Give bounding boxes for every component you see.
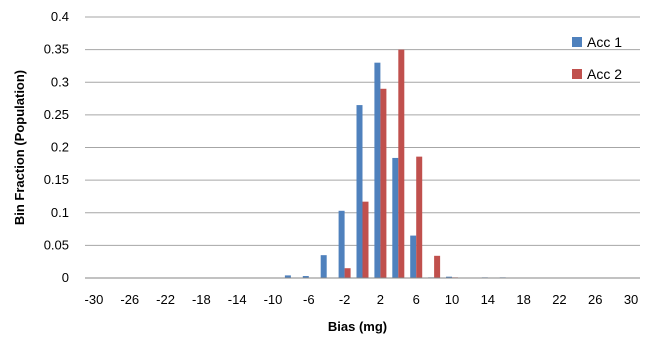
x-axis-title: Bias (mg) — [328, 319, 387, 334]
bar-acc-1 — [374, 62, 381, 278]
bar-acc-2 — [398, 49, 405, 278]
bar-acc-2 — [380, 88, 387, 279]
x-tick-label: -6 — [303, 292, 315, 307]
legend-label-acc-1: Acc 1 — [587, 34, 622, 50]
legend-label-acc-2: Acc 2 — [587, 66, 622, 82]
y-tick-label: 0.25 — [44, 107, 69, 122]
bar-acc-2 — [344, 268, 351, 278]
bar-acc-1 — [392, 157, 399, 278]
bar-acc-1 — [302, 276, 309, 278]
bar-acc-1 — [356, 105, 363, 279]
x-tick-label: -2 — [339, 292, 351, 307]
y-tick-label: 0.15 — [44, 172, 69, 187]
bar-acc-1 — [410, 235, 417, 278]
y-axis-title: Bin Fraction (Population) — [12, 70, 27, 225]
y-tick-label: 0.1 — [51, 205, 69, 220]
y-tick-labels: 0 0.05 0.1 0.15 0.2 0.25 0.3 0.35 0.4 — [44, 9, 69, 285]
y-tick-label: 0.4 — [51, 9, 69, 24]
x-tick-labels: -30 -26 -22 -18 -14 -10 -6 -2 2 6 10 14 18 22 26 30 — [85, 292, 639, 307]
bar-acc-1 — [320, 255, 327, 278]
bar-acc-1 — [446, 276, 453, 278]
x-tick-label: -18 — [192, 292, 211, 307]
x-tick-label: 26 — [588, 292, 602, 307]
y-tick-label: 0 — [62, 270, 69, 285]
x-tick-label: 2 — [377, 292, 384, 307]
x-tick-label: -14 — [228, 292, 247, 307]
y-tick-label: 0.3 — [51, 74, 69, 89]
bar-acc-2 — [362, 201, 369, 278]
x-tick-label: 18 — [516, 292, 530, 307]
bar-acc-2 — [434, 255, 441, 278]
x-tick-label: 10 — [445, 292, 459, 307]
bars — [284, 49, 506, 279]
y-tick-label: 0.2 — [51, 140, 69, 155]
y-tick-label: 0.35 — [44, 42, 69, 57]
bar-acc-1 — [338, 210, 345, 278]
x-tick-label: -26 — [120, 292, 139, 307]
x-tick-label: -10 — [264, 292, 283, 307]
x-tick-label: -30 — [85, 292, 104, 307]
legend-swatch-acc-2 — [572, 69, 582, 79]
x-tick-label: 22 — [552, 292, 566, 307]
x-tick-label: -22 — [156, 292, 175, 307]
x-tick-label: 30 — [624, 292, 638, 307]
legend-swatch-acc-1 — [572, 37, 582, 47]
y-tick-label: 0.05 — [44, 237, 69, 252]
legend: Acc 1 Acc 2 — [572, 34, 622, 82]
bar-acc-1 — [284, 275, 291, 278]
x-tick-label: 6 — [413, 292, 420, 307]
x-tick-label: 14 — [481, 292, 495, 307]
bar-acc-2 — [416, 156, 423, 278]
